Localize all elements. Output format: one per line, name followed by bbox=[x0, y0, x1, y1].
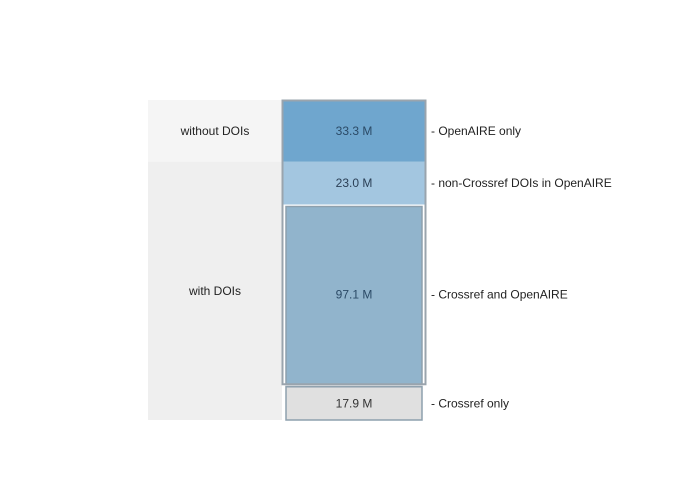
label-layer: without DOIs with DOIs 33.3 M - OpenAIRE on… bbox=[180, 124, 612, 410]
category-label-non-crossref-dois: - non-Crossref DOIs in OpenAIRE bbox=[431, 176, 612, 190]
value-label-crossref-only: 17.9 M bbox=[336, 396, 373, 410]
outline-layer bbox=[281, 99, 427, 386]
group-band-1 bbox=[148, 161, 282, 420]
bar-segment-crossref-only bbox=[285, 386, 423, 421]
bar-segment-non-crossref-dois bbox=[282, 161, 426, 205]
bar-segment-openaire-only bbox=[282, 100, 426, 162]
value-label-openaire-only: 33.3 M bbox=[336, 124, 373, 138]
openaire-outline bbox=[281, 99, 427, 386]
segment-layer bbox=[282, 100, 426, 421]
value-label-non-crossref-dois: 23.0 M bbox=[336, 176, 373, 190]
value-label-crossref-and-openaire: 97.1 M bbox=[336, 288, 373, 302]
group-label-1: with DOIs bbox=[188, 284, 241, 298]
group-band-0 bbox=[148, 100, 282, 162]
category-label-crossref-and-openaire: - Crossref and OpenAIRE bbox=[431, 288, 568, 302]
category-label-openaire-only: - OpenAIRE only bbox=[431, 124, 521, 138]
category-label-crossref-only: - Crossref only bbox=[431, 396, 509, 410]
bar-segment-crossref-and-openaire bbox=[285, 205, 423, 386]
group-background-layer bbox=[148, 100, 282, 420]
group-label-0: without DOIs bbox=[180, 124, 250, 138]
